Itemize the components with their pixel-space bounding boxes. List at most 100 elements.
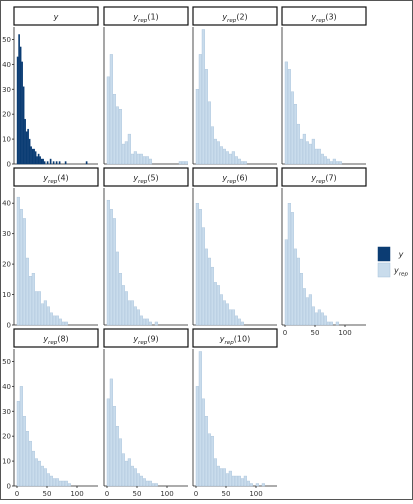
- legend-label-y: y: [398, 250, 404, 259]
- bar: [195, 89, 199, 165]
- facet-label-base: y: [219, 335, 225, 344]
- y-tick-label: 10: [2, 136, 11, 144]
- bar: [305, 141, 309, 165]
- x-tick-label: 0: [194, 490, 198, 498]
- bar: [287, 69, 291, 165]
- facet-label-base: y: [132, 335, 138, 344]
- bar: [37, 460, 41, 487]
- facet-label: y: [53, 13, 59, 22]
- facet-label-base: y: [53, 13, 59, 22]
- facet-strip: [103, 167, 189, 187]
- bar: [201, 398, 205, 487]
- facet-strip: [103, 328, 189, 348]
- bar: [16, 196, 20, 326]
- bar: [237, 475, 241, 487]
- bar: [52, 315, 56, 326]
- y-tick-label: 50: [2, 36, 11, 44]
- bar: [118, 438, 122, 487]
- bar: [222, 300, 226, 326]
- facet-strip: [281, 167, 367, 187]
- bar: [332, 158, 336, 165]
- x-tick-label: 100: [338, 329, 351, 337]
- bar: [308, 143, 312, 165]
- bar: [181, 161, 185, 165]
- bar: [225, 473, 229, 487]
- bar: [178, 161, 182, 165]
- bar: [109, 378, 113, 487]
- facet-label-base: y: [310, 13, 316, 22]
- facet-label: yrep(6): [221, 174, 247, 186]
- y-tick-label: 30: [2, 408, 11, 416]
- x-tick-label: 100: [249, 490, 262, 498]
- legend-label-y-base: y: [398, 250, 404, 259]
- bar: [204, 248, 208, 326]
- facet-label-base: y: [42, 174, 48, 183]
- facet-label-base: y: [310, 174, 316, 183]
- y-tick-label: 0: [7, 161, 11, 169]
- bar: [231, 151, 235, 165]
- bar: [28, 276, 32, 326]
- bar: [290, 212, 294, 326]
- bar: [240, 321, 244, 326]
- bar: [198, 54, 202, 165]
- bar: [338, 161, 342, 165]
- x-tick-label: 0: [15, 490, 19, 498]
- bar: [210, 435, 214, 487]
- legend-label-yrep-base: y: [393, 266, 399, 275]
- bar: [335, 161, 339, 165]
- bar: [19, 46, 22, 165]
- bar: [154, 321, 158, 326]
- panel-yrep1: yrep(1): [103, 6, 189, 165]
- bar: [142, 478, 146, 487]
- legend-key-yrep: [377, 262, 391, 278]
- bar: [43, 300, 47, 326]
- facet-label-index: (2): [236, 13, 247, 22]
- bar: [58, 480, 62, 487]
- bar: [184, 161, 188, 165]
- bar: [55, 161, 58, 165]
- bar: [28, 138, 31, 165]
- bar: [142, 156, 146, 165]
- panel-yrep2: yrep(2): [192, 6, 278, 165]
- panel-yrep4: yrep(4) 0 10 20 30 40: [2, 167, 99, 330]
- bar: [16, 401, 20, 487]
- bar: [204, 69, 208, 165]
- legend-label-yrep: yrep: [393, 266, 408, 278]
- bar: [106, 199, 110, 326]
- facet-label-sub: rep: [227, 179, 237, 185]
- bar: [22, 86, 25, 165]
- y-tick-label: 40: [2, 61, 11, 69]
- bar: [127, 300, 131, 326]
- bar: [228, 470, 232, 487]
- facet-label-base: y: [221, 174, 227, 183]
- bar: [64, 161, 67, 165]
- facet-label: yrep(9): [132, 335, 158, 347]
- panel-yrep5: yrep(5): [103, 167, 189, 326]
- bar: [112, 218, 116, 326]
- bar: [55, 315, 59, 326]
- bar: [118, 273, 122, 326]
- bar: [139, 153, 143, 165]
- facet-label: yrep(1): [132, 13, 158, 25]
- bar: [46, 306, 50, 326]
- bar: [24, 118, 26, 165]
- bar: [133, 468, 137, 487]
- facet-label-sub: rep: [48, 179, 58, 185]
- bar: [49, 312, 53, 326]
- bar: [201, 227, 205, 326]
- bar: [314, 312, 318, 326]
- bar: [148, 321, 152, 326]
- facet-strip: [192, 167, 278, 187]
- bar: [136, 153, 140, 165]
- bar: [22, 218, 26, 326]
- bar: [133, 151, 137, 165]
- bar: [42, 158, 44, 165]
- bar: [148, 480, 152, 487]
- x-tick-label: 50: [222, 490, 231, 498]
- facet-label-base: y: [132, 174, 138, 183]
- bar: [335, 321, 339, 326]
- bar: [136, 473, 140, 487]
- facet-label-index: (3): [325, 13, 336, 22]
